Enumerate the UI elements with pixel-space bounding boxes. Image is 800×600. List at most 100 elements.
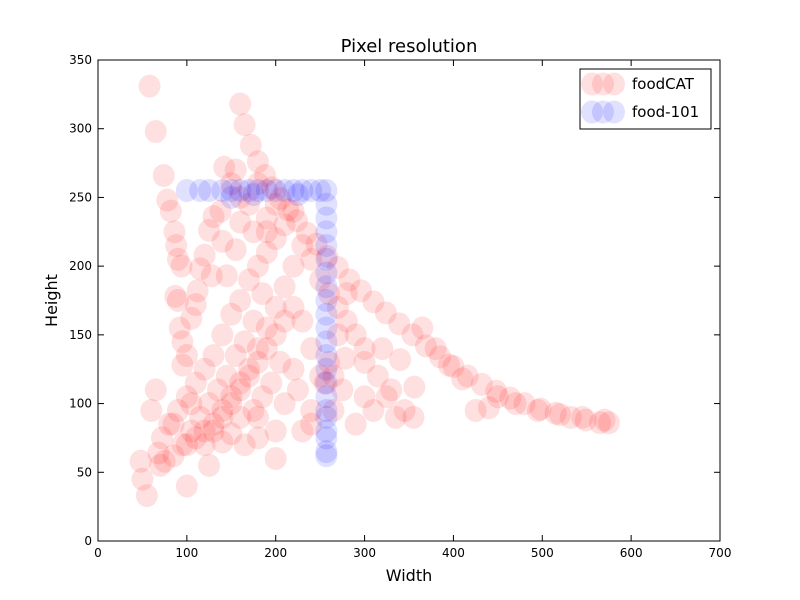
data-point bbox=[184, 293, 207, 317]
data-point bbox=[286, 183, 309, 207]
data-point bbox=[344, 412, 367, 436]
data-point bbox=[574, 408, 597, 432]
data-point bbox=[255, 220, 278, 244]
data-point bbox=[353, 337, 376, 361]
data-point bbox=[315, 330, 338, 354]
data-point bbox=[326, 256, 349, 280]
data-point bbox=[159, 199, 182, 223]
data-point bbox=[486, 385, 509, 409]
data-point bbox=[315, 302, 338, 326]
data-point bbox=[315, 440, 338, 464]
data-point bbox=[166, 247, 189, 271]
data-point bbox=[135, 484, 158, 508]
data-point bbox=[401, 323, 424, 347]
y-tick-label: 100 bbox=[69, 397, 92, 411]
data-point bbox=[200, 264, 223, 288]
data-point bbox=[229, 92, 252, 116]
data-point bbox=[233, 433, 256, 457]
data-point bbox=[315, 206, 338, 230]
data-point bbox=[238, 179, 261, 203]
data-point bbox=[175, 385, 198, 409]
data-point bbox=[229, 371, 252, 395]
data-point bbox=[165, 234, 188, 258]
data-point bbox=[295, 221, 318, 245]
data-point bbox=[140, 398, 163, 422]
legend-label: food-101 bbox=[632, 103, 699, 121]
data-point bbox=[513, 392, 536, 416]
data-point bbox=[158, 412, 181, 436]
data-point bbox=[220, 422, 243, 446]
legend-entry: food-101 bbox=[581, 100, 699, 124]
data-point bbox=[198, 453, 221, 477]
data-point bbox=[403, 375, 426, 399]
legend-entries: foodCAT food-101 bbox=[581, 72, 699, 124]
data-point bbox=[211, 179, 234, 203]
data-point bbox=[164, 284, 187, 308]
data-point bbox=[242, 398, 265, 422]
data-point bbox=[264, 192, 287, 216]
data-point bbox=[344, 323, 367, 347]
x-tick-label: 500 bbox=[531, 546, 554, 560]
data-point bbox=[220, 185, 243, 209]
data-point bbox=[246, 426, 269, 450]
data-point bbox=[209, 199, 232, 223]
data-point bbox=[322, 398, 345, 422]
data-point bbox=[315, 398, 338, 422]
data-point bbox=[229, 210, 252, 234]
data-point bbox=[470, 372, 493, 396]
data-point bbox=[215, 364, 238, 388]
data-point bbox=[238, 192, 261, 216]
data-point bbox=[286, 209, 309, 233]
x-axis-title: Width bbox=[386, 566, 432, 585]
data-point bbox=[153, 449, 176, 473]
data-point bbox=[464, 398, 487, 422]
data-point bbox=[362, 398, 385, 422]
data-point bbox=[318, 350, 341, 374]
legend: foodCAT food-101 bbox=[579, 68, 712, 130]
data-point bbox=[189, 179, 212, 203]
data-point bbox=[224, 238, 247, 262]
data-point bbox=[149, 453, 172, 477]
data-point bbox=[175, 343, 198, 367]
data-point bbox=[198, 392, 221, 416]
data-point bbox=[315, 192, 338, 216]
data-point bbox=[246, 150, 269, 174]
data-point bbox=[544, 401, 567, 425]
legend-marker bbox=[603, 100, 625, 124]
data-point bbox=[171, 433, 194, 457]
data-point bbox=[163, 220, 186, 244]
data-point bbox=[316, 245, 339, 269]
data-point bbox=[326, 295, 349, 319]
data-point bbox=[549, 403, 572, 427]
data-point bbox=[238, 364, 261, 388]
data-point bbox=[300, 337, 323, 361]
data-point bbox=[371, 337, 394, 361]
y-tick-label: 350 bbox=[69, 53, 92, 67]
data-point bbox=[380, 378, 403, 402]
data-point bbox=[282, 295, 305, 319]
data-point bbox=[526, 398, 549, 422]
data-point bbox=[242, 183, 265, 207]
data-point bbox=[384, 405, 407, 429]
data-point bbox=[168, 316, 191, 340]
legend-label: foodCAT bbox=[632, 75, 695, 93]
y-tick-label: 250 bbox=[69, 190, 92, 204]
data-point bbox=[175, 433, 198, 457]
data-point bbox=[335, 309, 358, 333]
data-point bbox=[224, 343, 247, 367]
data-point bbox=[215, 264, 238, 288]
data-point bbox=[220, 302, 243, 326]
chart-title: Pixel resolution bbox=[341, 36, 478, 57]
data-point bbox=[162, 444, 185, 468]
data-point bbox=[273, 213, 296, 237]
data-point bbox=[315, 371, 338, 395]
data-point bbox=[593, 408, 616, 432]
data-point bbox=[318, 282, 341, 306]
legend-marker bbox=[603, 72, 625, 96]
data-point bbox=[456, 364, 479, 388]
data-point bbox=[186, 279, 209, 303]
data-point bbox=[213, 155, 236, 179]
data-point bbox=[366, 364, 389, 388]
legend-marker bbox=[592, 72, 614, 96]
data-point bbox=[313, 371, 336, 395]
